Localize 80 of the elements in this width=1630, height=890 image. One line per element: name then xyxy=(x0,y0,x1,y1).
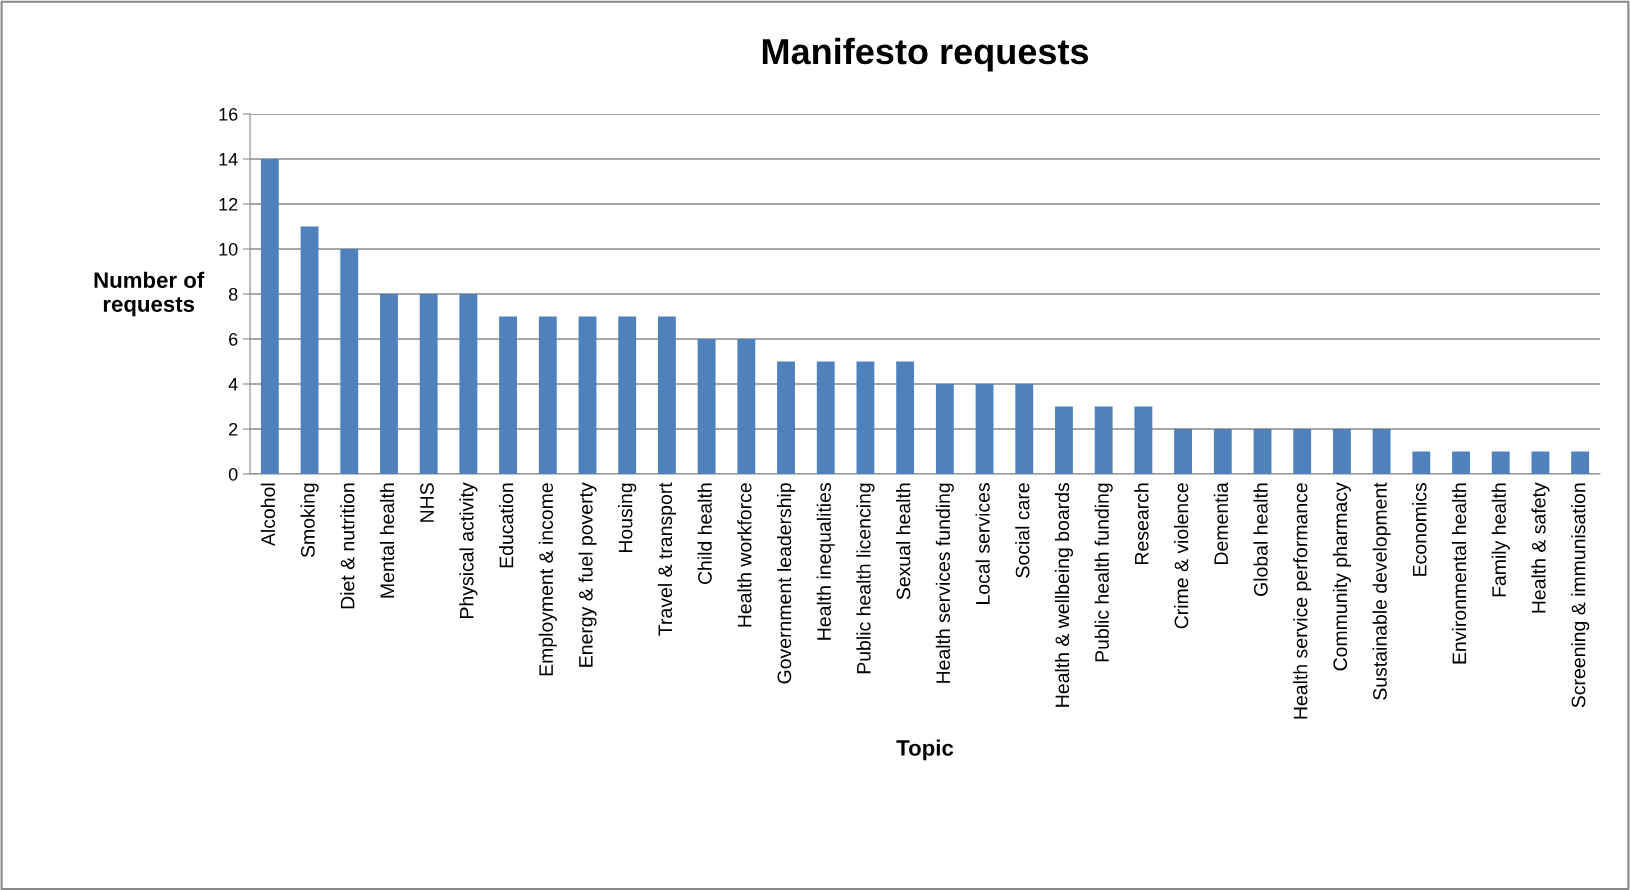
bar xyxy=(935,384,954,474)
bar xyxy=(300,226,319,474)
x-tick-label: Dementia xyxy=(1213,482,1229,564)
bar xyxy=(1571,451,1590,474)
y-tick-label: 8 xyxy=(228,287,238,301)
x-tick-label: Research xyxy=(1134,483,1149,564)
chart-title: Manifesto requests xyxy=(762,37,1089,72)
x-tick-label: Mental health xyxy=(379,483,395,598)
bar xyxy=(380,294,398,474)
bar xyxy=(260,159,279,474)
bar xyxy=(1332,429,1351,474)
y-tick-label: 14 xyxy=(219,153,238,166)
y-axis-title: Number of requests xyxy=(94,271,205,317)
x-tick-label: Social care xyxy=(1015,483,1030,578)
bar xyxy=(340,249,359,474)
bar xyxy=(777,361,795,474)
bar xyxy=(1293,429,1312,474)
x-tick-label: Screening & immunisation xyxy=(1571,483,1590,708)
bar xyxy=(1531,451,1550,474)
bar xyxy=(419,294,438,474)
bar xyxy=(1055,406,1073,474)
bar xyxy=(538,316,557,474)
bar xyxy=(1174,429,1193,474)
x-tick-label: Family health xyxy=(1491,483,1510,597)
x-tick-label: Community pharmacy xyxy=(1332,482,1351,671)
x-tick-label: Alcohol xyxy=(260,483,276,547)
x-tick-label: Sexual health xyxy=(896,483,911,600)
x-tick-label: Health & safety xyxy=(1531,482,1550,613)
bar xyxy=(1412,451,1431,474)
bar xyxy=(1491,451,1510,474)
x-tick-label: Employment & income xyxy=(538,483,557,676)
bar xyxy=(499,316,518,474)
bar xyxy=(1372,429,1391,474)
bar xyxy=(896,361,915,474)
y-tick-label: 12 xyxy=(219,197,238,211)
x-tick-label: Public health licencing xyxy=(856,483,875,674)
x-tick-label: Education xyxy=(499,483,514,568)
y-tick-label: 10 xyxy=(219,242,238,256)
bar xyxy=(737,339,756,474)
bar xyxy=(975,384,994,474)
bar xyxy=(1253,429,1272,474)
y-tick-label: 6 xyxy=(229,332,238,346)
bar xyxy=(1134,406,1153,474)
bar xyxy=(856,361,875,474)
bar xyxy=(1213,429,1232,474)
x-tick-label: Child health xyxy=(697,483,712,585)
x-tick-label: Health & wellbeing boards xyxy=(1054,483,1074,707)
bar xyxy=(578,316,597,474)
x-tick-label: Health services funding xyxy=(935,483,954,683)
y-tick-label: 16 xyxy=(219,107,238,121)
y-tick-label: 2 xyxy=(229,422,238,436)
y-tick-label: 4 xyxy=(228,378,238,391)
bar xyxy=(1452,451,1470,474)
x-tick-label: Smoking xyxy=(300,483,319,558)
bar xyxy=(697,339,716,474)
x-tick-label: Global health xyxy=(1253,483,1268,596)
bar xyxy=(657,316,676,474)
bar xyxy=(459,294,478,474)
y-tick-label: 0 xyxy=(228,467,238,481)
x-axis-title: Topic xyxy=(896,739,954,761)
x-tick-label: Health service performance xyxy=(1293,483,1312,719)
bar xyxy=(1015,384,1034,474)
x-tick-label: Diet & nutrition xyxy=(340,483,355,609)
bar xyxy=(618,316,637,474)
x-tick-label: NHS xyxy=(420,483,434,522)
bar xyxy=(816,361,835,474)
x-tick-label: Energy & fuel poverty xyxy=(578,482,597,667)
bar xyxy=(1094,406,1113,474)
x-tick-label: Physical activity xyxy=(459,482,478,618)
x-tick-label: Health workforce xyxy=(737,483,752,627)
x-tick-label: Health inequalities xyxy=(816,483,835,640)
x-tick-label: Economics xyxy=(1412,483,1427,576)
x-tick-label: Sustainable development xyxy=(1372,482,1391,700)
x-tick-label: Travel & transport xyxy=(657,482,676,636)
x-tick-label: Housing xyxy=(618,483,637,553)
x-tick-label: Government leadership xyxy=(776,483,796,684)
x-tick-label: Public health funding xyxy=(1094,483,1113,662)
x-tick-label: Crime & violence xyxy=(1174,483,1189,629)
x-tick-label: Environmental health xyxy=(1451,483,1467,664)
x-tick-label: Local services xyxy=(975,483,990,604)
